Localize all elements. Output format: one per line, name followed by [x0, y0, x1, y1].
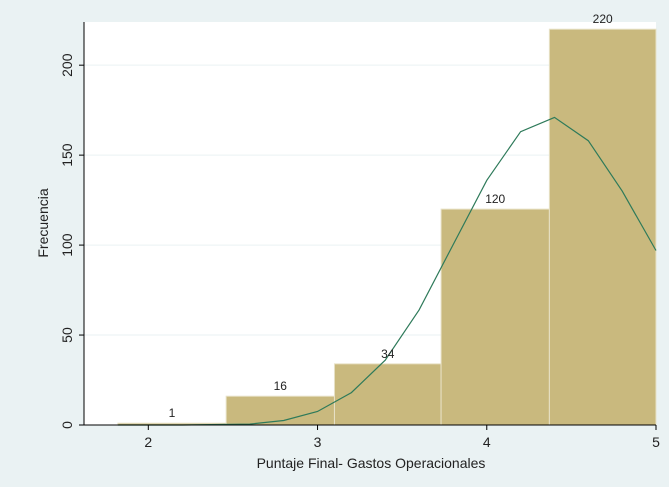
- x-tick-label: 3: [314, 434, 322, 450]
- bar-value-label: 220: [593, 12, 613, 26]
- y-tick-label: 50: [59, 327, 75, 343]
- y-axis-label: Frecuencia: [35, 188, 51, 257]
- y-tick-label: 150: [59, 143, 75, 167]
- x-tick-label: 5: [652, 434, 660, 450]
- bar-value-label: 16: [274, 379, 288, 393]
- normal-density-curve: [117, 116, 657, 426]
- y-tick-label: 200: [59, 53, 75, 77]
- x-tick-label: 2: [144, 434, 152, 450]
- histogram-bar: [225, 395, 335, 426]
- y-tick-label: 100: [59, 233, 75, 257]
- bar-value-label: 1: [169, 406, 176, 420]
- bar-value-label: 120: [485, 192, 505, 206]
- x-tick-label: 4: [483, 434, 491, 450]
- histogram-bars: [117, 28, 657, 426]
- histogram-bar: [333, 363, 442, 426]
- bar-value-labels: 1 16 34 120 220: [169, 12, 613, 420]
- histogram-bar: [548, 28, 657, 426]
- x-axis-label: Puntaje Final- Gastos Operacionales: [257, 455, 486, 471]
- bar-value-label: 34: [381, 347, 395, 361]
- y-tick-label: 0: [59, 421, 75, 429]
- histogram-bar: [440, 208, 550, 426]
